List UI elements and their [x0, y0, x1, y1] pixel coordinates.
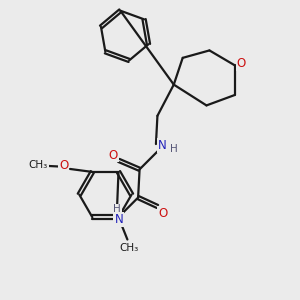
Text: CH₃: CH₃	[28, 160, 48, 170]
Text: O: O	[109, 148, 118, 162]
Text: H: H	[113, 204, 121, 214]
Text: N: N	[158, 139, 167, 152]
Text: O: O	[158, 206, 167, 220]
Text: N: N	[114, 213, 123, 226]
Text: O: O	[237, 57, 246, 70]
Text: O: O	[59, 160, 68, 172]
Text: CH₃: CH₃	[119, 243, 139, 253]
Text: H: H	[170, 144, 178, 154]
